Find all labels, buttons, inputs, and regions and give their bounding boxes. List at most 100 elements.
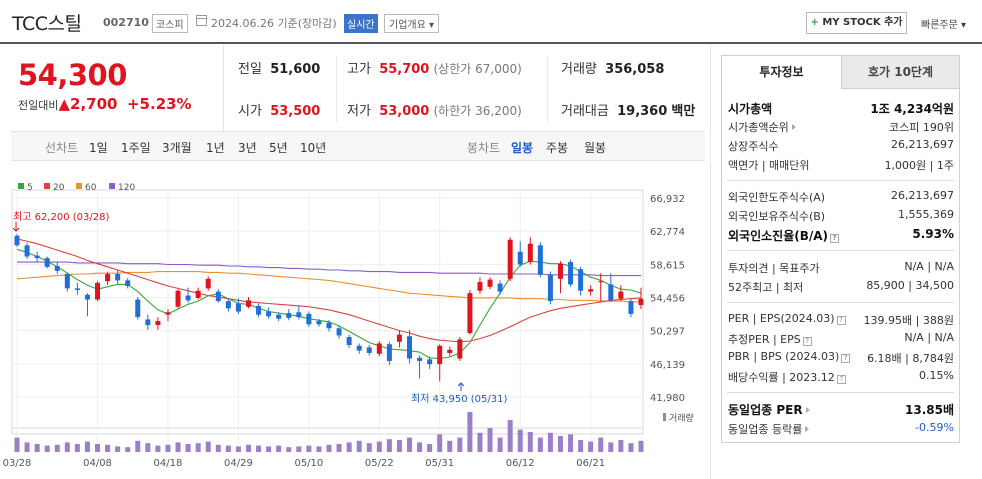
est-per-label: 추정PER | EPS (728, 333, 801, 346)
volume-bar (74, 444, 80, 452)
div-value: 0.15% (919, 369, 954, 382)
tab-3month[interactable]: 3개월 (162, 141, 192, 155)
volume-bar (185, 444, 191, 452)
volume-bar (54, 444, 60, 452)
est-per-value: N/A | N/A (904, 331, 954, 344)
tab-3year[interactable]: 3년 (238, 141, 257, 155)
volume-bar (135, 440, 141, 452)
volume-bar (527, 432, 533, 452)
candle-body (487, 279, 493, 287)
legend-label: 5 (27, 183, 33, 193)
pbr-label: PBR | BPS (2024.03) (728, 350, 840, 363)
help-icon[interactable]: ? (836, 375, 846, 384)
shares-value: 26,213,697 (891, 138, 954, 151)
volume-bar (245, 444, 251, 452)
pbr-value: 6.18배 | 8,784원 (867, 352, 954, 365)
volume-bar (497, 437, 503, 452)
mystock-add-button[interactable]: + MY STOCK 추가 (806, 12, 907, 34)
foreign-hold-row: 외국인보유주식수(B) 1,555,369 (728, 208, 954, 224)
amount-unit: 백만 (671, 104, 696, 119)
volume-bar (266, 446, 272, 452)
volume-bar (598, 437, 604, 452)
period-tabs: 선차트 1일 1주일 3개월 1년 3년 5년 10년 봉차트 일봉 주봉 월봉 (11, 131, 705, 161)
candle-body (366, 347, 372, 353)
mcap-rank-label: 시가총액순위 (728, 121, 789, 134)
per-value: 139.95배 | 388원 (863, 314, 954, 327)
tab-daily[interactable]: 일봉 (511, 141, 534, 155)
candle-body (437, 345, 443, 365)
help-icon[interactable]: ? (841, 354, 851, 363)
candle-body (74, 288, 80, 290)
volume-bar (477, 432, 483, 452)
par-row: 액면가 | 매매단위 1,000원 | 1주 (728, 157, 954, 173)
candle-body (54, 266, 60, 271)
chevron-right-icon[interactable] (791, 124, 796, 130)
volume-label: 거래량 (561, 62, 597, 77)
tab-10year[interactable]: 10년 (300, 141, 327, 155)
tab-orderbook[interactable]: 호가 10단계 (841, 56, 959, 89)
candle-chart-label: 봉차트 (467, 141, 501, 155)
corp-info-label: 기업개요 (389, 20, 426, 31)
ind-rate-row: 동일업종 등락률 -0.59% (728, 421, 954, 437)
corp-info-dropdown[interactable]: 기업개요 ▾ (384, 14, 440, 33)
price-change: 전일대비▲2,700 +5.23% (18, 95, 192, 113)
tab-5year[interactable]: 5년 (269, 141, 288, 155)
realtime-button[interactable]: 실시간 (344, 14, 378, 33)
prev-close-label: 전일 (238, 62, 262, 77)
candle-body (608, 284, 614, 301)
prev-close-cell: 전일 51,600 (238, 58, 320, 77)
candle-body (235, 303, 241, 312)
legend-label: 20 (53, 183, 65, 193)
candle-body (175, 290, 181, 307)
foreign-ratio-label: 외국인소진율(B/A) (728, 229, 829, 243)
volume-bar (34, 444, 40, 452)
high-label: 고가 (347, 62, 371, 77)
candle-body (165, 312, 171, 315)
chevron-right-icon[interactable] (805, 407, 810, 413)
summary-divider (223, 45, 224, 131)
tab-investment-info[interactable]: 투자정보 (722, 56, 841, 89)
candle-body (215, 291, 221, 302)
current-price: 54,300 (18, 58, 127, 92)
tab-1day[interactable]: 1일 (89, 141, 108, 155)
tab-weekly[interactable]: 주봉 (546, 141, 569, 155)
candle-body (44, 258, 50, 267)
x-tick-label: 04/08 (83, 458, 112, 469)
chevron-right-icon[interactable] (805, 426, 810, 432)
volume-bar (366, 443, 372, 452)
price-chart[interactable]: 66,932 62,774 58,615 54,456 50,297 46,139 41,9… (0, 162, 705, 479)
candle-body (457, 339, 463, 359)
shares-label: 상장주식수 (728, 140, 779, 153)
est-per-row: 추정PER | EPS? N/A | N/A (728, 331, 954, 347)
lower-limit: (하한가 36,200) (433, 104, 522, 118)
volume-bar (628, 443, 634, 452)
candle-body (598, 281, 604, 283)
volume-bar (417, 442, 423, 452)
foreign-limit-row: 외국인한도주식수(A) 26,213,697 (728, 189, 954, 205)
legend-swatch (76, 183, 82, 189)
volume-bar (396, 440, 402, 452)
base-date: 2024.06.26 기준(장마감) (211, 17, 337, 30)
help-icon[interactable]: ? (830, 234, 840, 243)
candle-body (336, 328, 342, 336)
candle-body (497, 283, 503, 292)
help-icon[interactable]: ? (802, 337, 812, 346)
x-tick-label: 04/29 (224, 458, 253, 469)
quick-order-dropdown[interactable]: 빠른주문 ▾ (921, 20, 967, 31)
tab-monthly[interactable]: 월봉 (584, 141, 607, 155)
help-icon[interactable]: ? (836, 316, 846, 325)
ind-rate-label: 동일업종 등락률 (728, 423, 803, 436)
volume-bar (95, 444, 101, 452)
volume-bar (537, 437, 543, 452)
tab-1year[interactable]: 1년 (206, 141, 225, 155)
par-value: 1,000원 | 1주 (884, 159, 954, 172)
volume-cell: 거래량 356,058 (561, 58, 664, 77)
plot-frame (11, 189, 644, 435)
volume-bar (64, 442, 70, 452)
volume-bar (467, 412, 473, 452)
amount-value: 19,360 (617, 104, 668, 119)
mcap-rank-row: 시가총액순위 코스피 190위 (728, 119, 954, 135)
y-tick-label: 66,932 (650, 194, 685, 205)
tab-1week[interactable]: 1주일 (121, 141, 151, 155)
x-tick-label: 06/12 (506, 458, 535, 469)
